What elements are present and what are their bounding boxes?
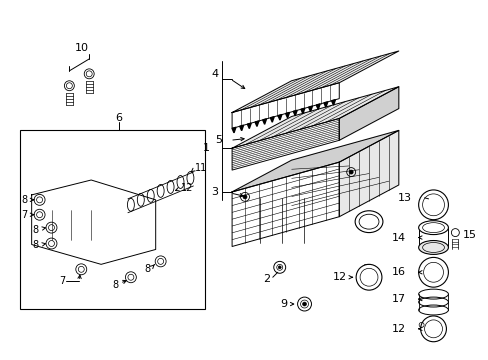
Polygon shape xyxy=(270,117,274,122)
Ellipse shape xyxy=(418,240,447,255)
Polygon shape xyxy=(232,130,398,192)
Text: 5: 5 xyxy=(215,135,222,145)
Polygon shape xyxy=(323,102,327,107)
Ellipse shape xyxy=(418,221,447,235)
Text: 8: 8 xyxy=(113,280,119,290)
Circle shape xyxy=(302,302,306,306)
Polygon shape xyxy=(232,127,235,133)
Ellipse shape xyxy=(354,211,382,233)
Text: 4: 4 xyxy=(211,69,218,79)
Polygon shape xyxy=(316,104,320,109)
Polygon shape xyxy=(232,87,398,148)
Text: 7: 7 xyxy=(59,276,65,286)
Polygon shape xyxy=(285,112,289,118)
Polygon shape xyxy=(232,162,339,247)
Bar xyxy=(20,130,205,309)
Text: 12: 12 xyxy=(391,324,405,334)
Text: 1: 1 xyxy=(203,143,210,153)
Text: 8: 8 xyxy=(32,225,39,235)
Polygon shape xyxy=(247,123,251,129)
Text: 10: 10 xyxy=(75,43,89,53)
Polygon shape xyxy=(232,118,339,170)
Polygon shape xyxy=(308,106,312,112)
Polygon shape xyxy=(232,83,339,129)
Text: 15: 15 xyxy=(462,230,476,239)
Polygon shape xyxy=(232,51,398,113)
Polygon shape xyxy=(339,87,398,140)
Polygon shape xyxy=(301,108,304,114)
Text: 17: 17 xyxy=(391,294,405,304)
Text: 7: 7 xyxy=(21,210,28,220)
Polygon shape xyxy=(255,121,258,126)
Polygon shape xyxy=(293,110,297,116)
Text: 12: 12 xyxy=(332,272,346,282)
Polygon shape xyxy=(239,125,243,131)
Text: 3: 3 xyxy=(211,187,218,197)
Polygon shape xyxy=(278,114,281,120)
Text: 8: 8 xyxy=(21,195,28,205)
Text: 6: 6 xyxy=(115,113,122,123)
Text: 13: 13 xyxy=(397,193,411,203)
Text: 2: 2 xyxy=(263,274,270,284)
Polygon shape xyxy=(339,130,398,217)
Text: 8: 8 xyxy=(144,264,150,274)
Circle shape xyxy=(278,266,281,269)
Text: 16: 16 xyxy=(391,267,405,277)
Text: 11: 11 xyxy=(195,163,207,173)
Circle shape xyxy=(243,195,246,199)
Text: 9: 9 xyxy=(280,299,287,309)
Polygon shape xyxy=(262,119,266,124)
Circle shape xyxy=(348,170,352,174)
Text: 14: 14 xyxy=(391,233,405,243)
Polygon shape xyxy=(32,180,155,264)
Text: 12: 12 xyxy=(180,183,192,193)
Text: 8: 8 xyxy=(32,240,39,251)
Polygon shape xyxy=(331,100,335,105)
